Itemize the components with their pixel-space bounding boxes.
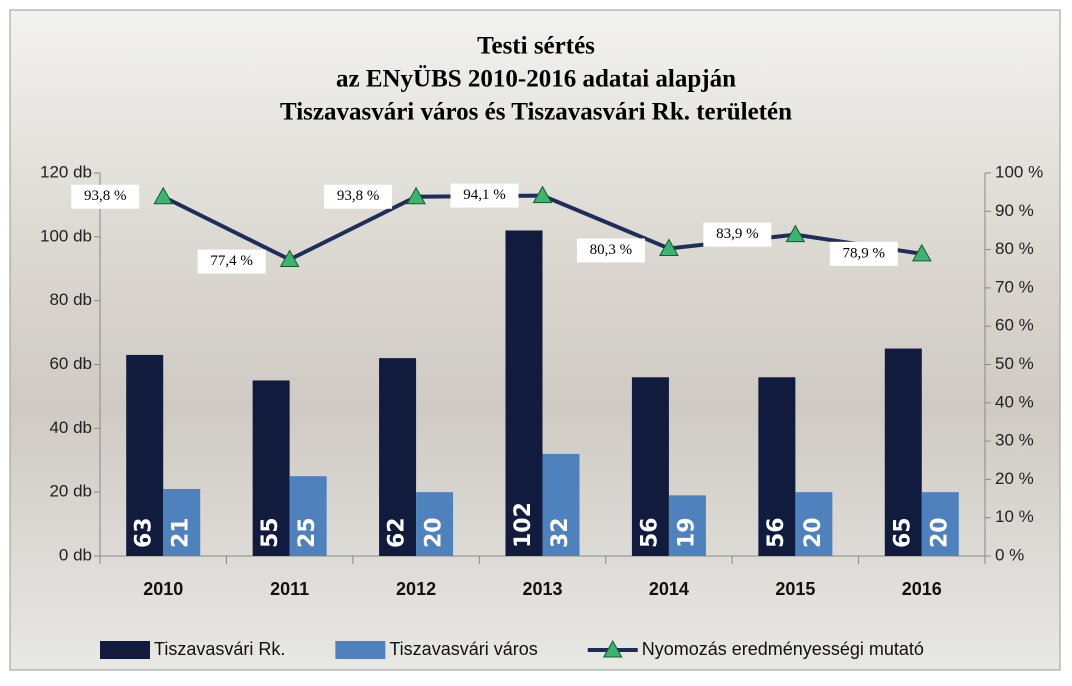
y2-tick-label: 10 % [995,507,1034,526]
bar-value-label: 62 [385,517,410,548]
line-value-label-box [450,183,519,208]
line-value-label: 93,8 % [337,188,380,204]
bar-value-label: 32 [548,517,573,548]
legend-label: Nyomozás eredményességi mutató [642,639,924,659]
line-value-label: 94,1 % [463,187,506,203]
y-tick-label: 60 db [49,354,92,373]
bar-value-label: 102 [511,502,536,548]
y2-tick-label: 20 % [995,469,1034,488]
bar-value-label: 65 [890,517,915,548]
bar [126,354,164,556]
bar-value-label: 56 [637,517,662,548]
y2-tick-label: 40 % [995,392,1034,411]
line-value-label-box [197,249,266,274]
bar [505,230,543,556]
bar [289,476,327,556]
bar [416,492,454,556]
bar-value-label: 55 [258,517,283,548]
line-value-label: 78,9 % [843,245,886,261]
legend-swatch [100,641,150,659]
line-value-label: 93,8 % [84,188,127,204]
bar [921,492,959,556]
line-marker [532,185,553,204]
bar [884,348,922,556]
bar-value-label: 25 [295,517,320,548]
line-value-label: 83,9 % [716,226,759,242]
line-value-label-box [324,184,393,209]
bar [542,453,580,556]
line-value-label-box [829,241,898,266]
y2-tick-label: 70 % [995,277,1034,296]
y2-tick-label: 50 % [995,354,1034,373]
line-marker [153,186,174,205]
line-marker [911,243,932,262]
bar [163,488,201,556]
line-marker [406,186,426,205]
bar-value-label: 63 [132,517,157,548]
line-value-label-box [71,184,140,209]
x-tick-label: 2014 [649,579,689,599]
y-tick-label: 100 db [40,226,92,245]
chart-title: az ENyÜBS 2010-2016 adatai alapján [336,66,736,93]
bar [379,358,417,556]
x-tick-label: 2010 [143,579,183,599]
line-value-label-box [576,238,645,263]
y2-tick-label: 80 % [995,239,1034,258]
chart-title: Testi sértés [477,33,595,60]
y-tick-label: 80 db [49,290,92,309]
line-value-label-box [703,222,772,247]
bar [795,492,833,556]
bar [252,380,290,556]
y-tick-label: 20 db [49,482,92,501]
bar [631,377,669,556]
bar-value-label: 20 [422,517,447,548]
line-value-label: 80,3 % [590,242,633,258]
y2-tick-label: 30 % [995,431,1034,450]
line-marker [659,238,679,256]
y-tick-label: 120 db [40,162,92,181]
y2-tick-label: 100 % [995,162,1043,181]
x-tick-label: 2011 [270,579,309,599]
bar-value-label: 20 [801,517,826,548]
legend-swatch [335,641,386,659]
legend-label: Tiszavasvári Rk. [154,639,285,659]
bar-value-label: 20 [927,517,952,548]
chart-title: Tiszavasvári város és Tiszavasvári Rk. t… [280,99,792,126]
bar [758,377,796,556]
y-tick-label: 40 db [49,418,92,437]
bar-value-label: 21 [169,517,194,548]
line-marker [279,249,300,268]
x-tick-label: 2012 [396,579,436,599]
y2-tick-label: 90 % [995,201,1034,220]
x-tick-label: 2015 [775,579,815,599]
x-tick-label: 2016 [902,579,942,599]
bar-value-label: 19 [674,517,699,548]
line-marker [785,224,806,243]
bar [668,495,706,556]
bar-value-label: 56 [764,517,789,548]
line-value-label: 77,4 % [210,253,253,269]
legend-label: Tiszavasvári város [389,639,537,659]
x-tick-label: 2013 [522,579,562,599]
y-tick-label: 0 db [59,545,92,564]
y2-tick-label: 0 % [995,545,1024,564]
legend-marker [602,639,623,658]
y2-tick-label: 60 % [995,316,1034,335]
